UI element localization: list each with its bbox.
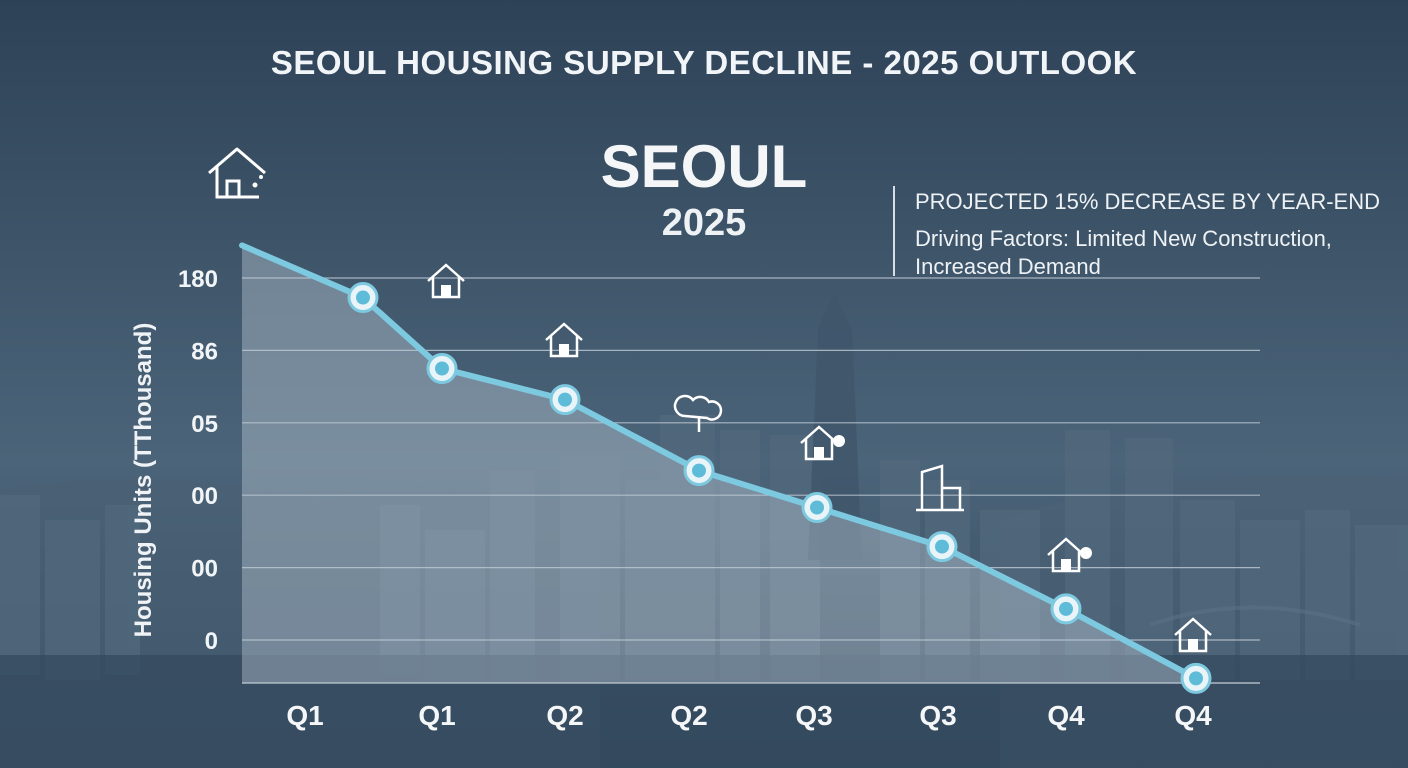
x-tick-label: Q1	[286, 700, 323, 731]
house-icon	[1174, 617, 1212, 653]
house-tree-icon	[800, 425, 845, 461]
tree-pin-icon	[673, 394, 723, 432]
note-divider	[893, 186, 895, 276]
city-heading: SEOUL	[600, 133, 808, 200]
data-point-core	[1189, 671, 1203, 686]
x-tick-label: Q1	[418, 700, 455, 731]
series-area	[242, 245, 1196, 684]
x-tick-label: Q2	[670, 700, 707, 731]
y-axis-label: Housing Units (TThousand)	[130, 322, 157, 638]
y-tick-label: 00	[191, 483, 218, 510]
data-point-core	[356, 290, 370, 305]
data-point-core	[558, 392, 572, 407]
y-tick-label: 0	[205, 628, 218, 655]
chart-title: SEOUL HOUSING SUPPLY DECLINE - 2025 OUTL…	[270, 44, 1138, 81]
year-heading: 2025	[661, 202, 747, 244]
x-tick-label: Q4	[1174, 700, 1212, 731]
building-icon	[916, 464, 964, 512]
x-tick-label: Q3	[919, 700, 956, 731]
data-point-core	[435, 361, 449, 376]
driving-factors-note-cont: Increased Demand	[915, 254, 1101, 279]
x-tick-label: Q2	[546, 700, 583, 731]
x-tick-label: Q3	[795, 700, 832, 731]
y-tick-label: 86	[191, 338, 218, 365]
data-point-core	[1059, 601, 1073, 616]
data-point-core	[692, 463, 706, 478]
house-icon	[427, 263, 465, 299]
y-tick-label: 180	[178, 266, 218, 293]
data-point-core	[935, 539, 949, 554]
house-tree-icon	[1047, 537, 1092, 573]
y-tick-label: 05	[191, 411, 218, 438]
data-point-core	[810, 500, 824, 515]
x-tick-label: Q4	[1047, 700, 1085, 731]
projection-note: PROJECTED 15% DECREASE BY YEAR-END	[915, 189, 1380, 214]
driving-factors-note: Driving Factors: Limited New Constructio…	[915, 226, 1332, 251]
house-icon	[545, 322, 583, 358]
house-icon	[208, 147, 266, 199]
y-tick-label: 00	[191, 556, 218, 583]
